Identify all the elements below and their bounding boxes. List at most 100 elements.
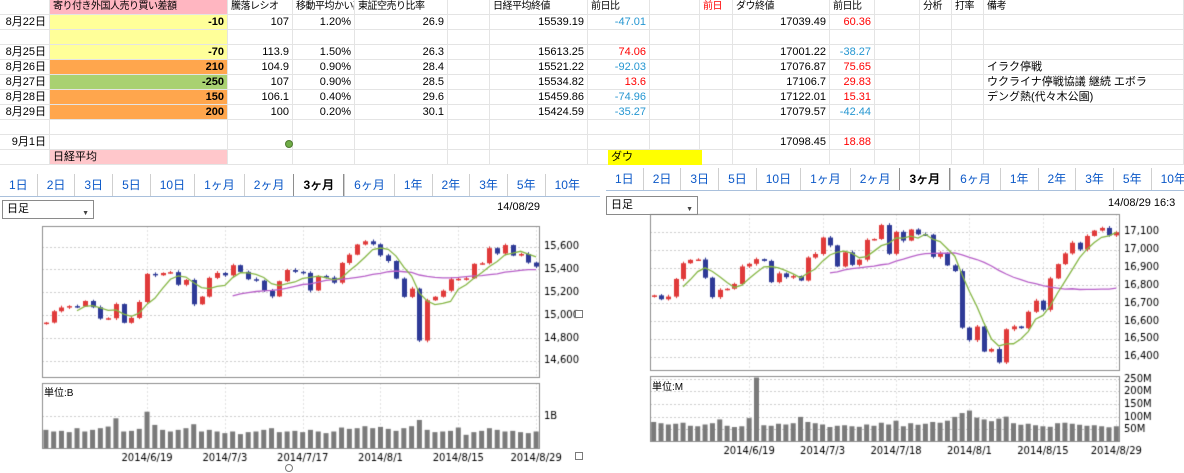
sheet-cell[interactable] bbox=[650, 105, 700, 120]
sheet-header-cell[interactable]: ダウ終値 bbox=[733, 0, 830, 15]
sheet-cell[interactable] bbox=[448, 30, 490, 45]
sheet-cell[interactable] bbox=[952, 135, 984, 150]
spreadsheet-grid[interactable]: 寄り付き外国人売り買い差額騰落レシオ移動平均かい離東証空売り比率日経平均終値前日… bbox=[0, 0, 1184, 165]
sheet-cell[interactable]: 60.36 bbox=[830, 15, 875, 30]
sheet-cell[interactable] bbox=[448, 90, 490, 105]
sheet-cell[interactable] bbox=[448, 105, 490, 120]
sheet-cell[interactable] bbox=[490, 30, 588, 45]
sheet-cell[interactable]: 8月28日 bbox=[0, 90, 50, 105]
sheet-cell[interactable] bbox=[984, 30, 1184, 45]
sheet-cell[interactable] bbox=[875, 105, 920, 120]
sheet-cell[interactable] bbox=[355, 30, 448, 45]
sheet-header-cell[interactable]: 前日比 bbox=[588, 0, 650, 15]
dow-period-tab-9[interactable]: 6ヶ月 bbox=[950, 168, 1000, 190]
sheet-cell[interactable] bbox=[700, 30, 733, 45]
sheet-cell[interactable] bbox=[920, 135, 952, 150]
sheet-cell[interactable]: 日経平均 bbox=[50, 150, 228, 165]
dow-period-tab-11[interactable]: 2年 bbox=[1037, 168, 1076, 190]
sheet-cell[interactable]: -10 bbox=[50, 15, 228, 30]
sheet-cell[interactable] bbox=[228, 30, 293, 45]
sheet-cell[interactable]: 1.50% bbox=[293, 45, 355, 60]
sheet-cell[interactable] bbox=[700, 60, 733, 75]
sheet-cell[interactable]: -92.03 bbox=[588, 60, 650, 75]
sheet-cell[interactable] bbox=[830, 150, 875, 165]
sheet-cell[interactable]: 106.1 bbox=[228, 90, 293, 105]
sheet-cell[interactable] bbox=[293, 135, 355, 150]
nikkei-period-tab-3[interactable]: 3日 bbox=[74, 174, 112, 196]
sheet-cell[interactable] bbox=[700, 120, 733, 135]
nikkei-period-tab-10[interactable]: 1年 bbox=[393, 174, 432, 196]
sheet-cell[interactable] bbox=[650, 120, 700, 135]
sheet-cell[interactable]: -70 bbox=[50, 45, 228, 60]
sheet-cell[interactable] bbox=[700, 15, 733, 30]
dow-period-tab-8[interactable]: 3ヶ月 bbox=[899, 168, 951, 190]
sheet-cell[interactable] bbox=[700, 75, 733, 90]
sheet-cell[interactable]: 0.20% bbox=[293, 105, 355, 120]
sheet-header-cell[interactable]: 分析 bbox=[920, 0, 952, 15]
sheet-cell[interactable] bbox=[920, 90, 952, 105]
sheet-cell[interactable]: 0.90% bbox=[293, 60, 355, 75]
dow-period-tab-2[interactable]: 2日 bbox=[642, 168, 681, 190]
sheet-cell[interactable] bbox=[700, 135, 733, 150]
sheet-cell[interactable] bbox=[984, 135, 1184, 150]
sheet-cell[interactable] bbox=[952, 90, 984, 105]
sheet-cell[interactable] bbox=[700, 45, 733, 60]
sheet-cell[interactable] bbox=[588, 135, 650, 150]
sheet-cell[interactable]: 107 bbox=[228, 75, 293, 90]
sheet-cell[interactable] bbox=[700, 105, 733, 120]
dow-period-tab-12[interactable]: 3年 bbox=[1075, 168, 1113, 190]
sheet-cell[interactable] bbox=[293, 30, 355, 45]
sheet-cell[interactable]: 26.9 bbox=[355, 15, 448, 30]
sheet-header-cell[interactable]: 東証空売り比率 bbox=[355, 0, 448, 15]
nikkei-period-tab-7[interactable]: 2ヶ月 bbox=[243, 174, 294, 196]
sheet-header-cell[interactable]: 前日 bbox=[700, 0, 733, 15]
sheet-cell[interactable] bbox=[830, 120, 875, 135]
sheet-cell[interactable]: -35.27 bbox=[588, 105, 650, 120]
sheet-header-cell[interactable]: 日経平均終値 bbox=[490, 0, 588, 15]
sheet-cell[interactable] bbox=[952, 120, 984, 135]
sheet-cell[interactable]: 1.20% bbox=[293, 15, 355, 30]
sheet-cell[interactable] bbox=[952, 75, 984, 90]
nikkei-period-tab-12[interactable]: 3年 bbox=[469, 174, 507, 196]
sheet-cell[interactable] bbox=[650, 45, 700, 60]
sheet-cell[interactable] bbox=[448, 135, 490, 150]
nikkei-period-tab-11[interactable]: 2年 bbox=[431, 174, 470, 196]
sheet-cell[interactable]: 15534.82 bbox=[490, 75, 588, 90]
sheet-cell[interactable] bbox=[293, 150, 355, 165]
sheet-cell[interactable] bbox=[490, 135, 588, 150]
dow-period-tab-14[interactable]: 10年 bbox=[1150, 168, 1184, 190]
sheet-cell[interactable] bbox=[700, 150, 733, 165]
sheet-cell[interactable]: 0.90% bbox=[293, 75, 355, 90]
sheet-header-cell[interactable] bbox=[0, 0, 50, 15]
sheet-cell[interactable]: 8月27日 bbox=[0, 75, 50, 90]
sheet-cell[interactable]: 18.88 bbox=[830, 135, 875, 150]
sheet-cell[interactable]: -42.44 bbox=[830, 105, 875, 120]
sheet-cell[interactable] bbox=[875, 90, 920, 105]
sheet-cell[interactable] bbox=[952, 105, 984, 120]
sheet-cell[interactable] bbox=[293, 120, 355, 135]
sheet-cell[interactable] bbox=[952, 30, 984, 45]
resize-handle-corner[interactable] bbox=[575, 452, 583, 460]
sheet-cell[interactable]: 210 bbox=[50, 60, 228, 75]
sheet-cell[interactable] bbox=[650, 30, 700, 45]
nikkei-period-tab-8[interactable]: 3ヶ月 bbox=[293, 174, 345, 196]
sheet-cell[interactable]: 100 bbox=[228, 105, 293, 120]
nikkei-period-tab-5[interactable]: 10日 bbox=[149, 174, 194, 196]
sheet-cell[interactable] bbox=[700, 90, 733, 105]
sheet-header-cell[interactable]: 移動平均かい離 bbox=[293, 0, 355, 15]
sheet-cell[interactable] bbox=[448, 75, 490, 90]
sheet-cell[interactable] bbox=[0, 30, 50, 45]
sheet-header-cell[interactable]: 打率 bbox=[952, 0, 984, 15]
sheet-cell[interactable]: 26.3 bbox=[355, 45, 448, 60]
sheet-cell[interactable]: 17106.7 bbox=[733, 75, 830, 90]
sheet-cell[interactable] bbox=[920, 105, 952, 120]
nikkei-period-tab-1[interactable]: 1日 bbox=[9, 178, 28, 192]
sheet-cell[interactable]: 74.06 bbox=[588, 45, 650, 60]
sheet-cell[interactable] bbox=[490, 120, 588, 135]
sheet-header-cell[interactable]: 備考 bbox=[984, 0, 1184, 15]
sheet-cell[interactable]: -74.96 bbox=[588, 90, 650, 105]
sheet-cell[interactable]: ウクライナ停戦協議 継続 エボラ bbox=[984, 75, 1184, 90]
sheet-cell[interactable] bbox=[875, 75, 920, 90]
sheet-cell[interactable] bbox=[448, 60, 490, 75]
sheet-cell[interactable]: 15613.25 bbox=[490, 45, 588, 60]
